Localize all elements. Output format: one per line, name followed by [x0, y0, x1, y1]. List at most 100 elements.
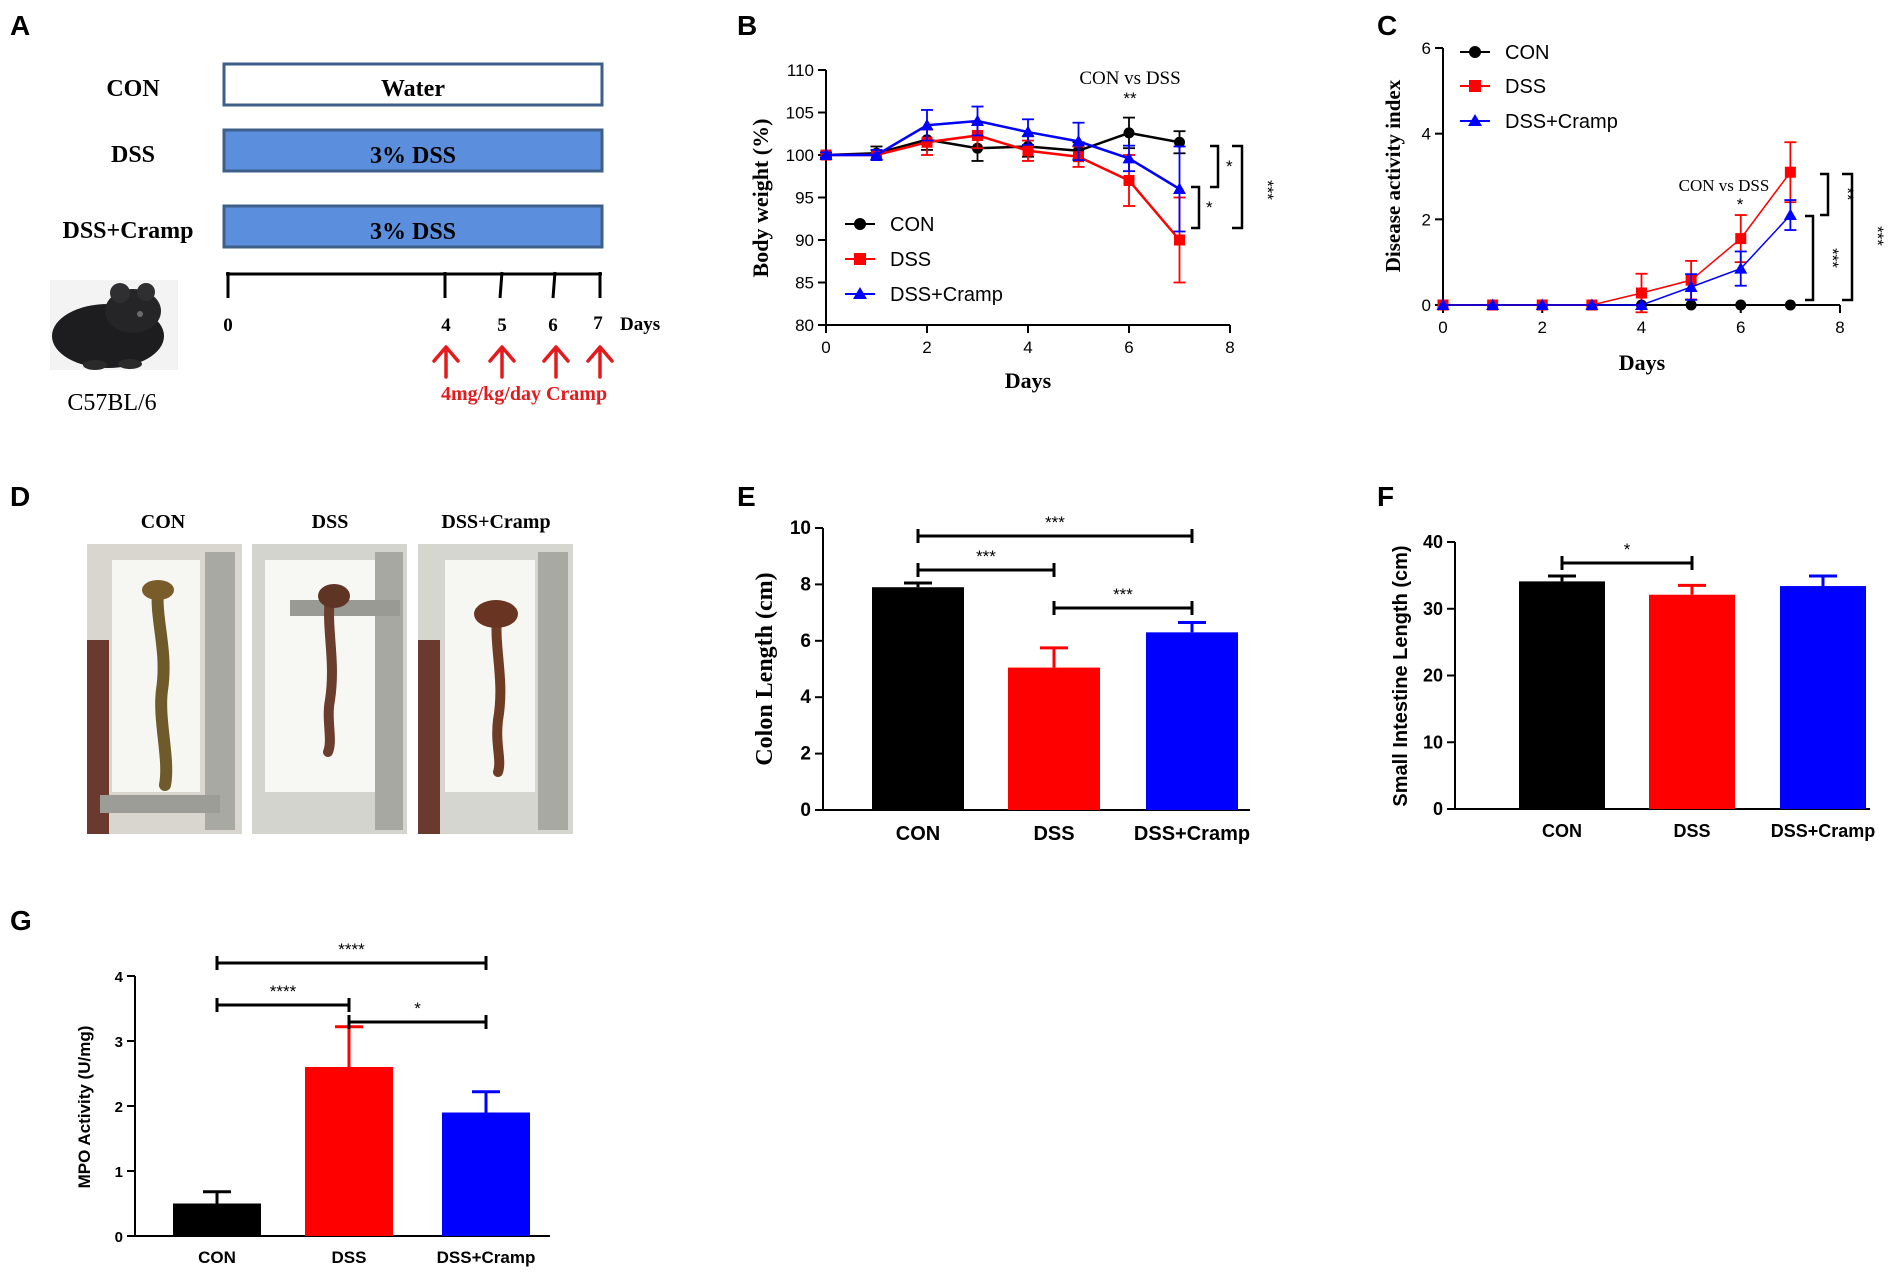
panel-e-y-label: Colon Length (cm) [752, 572, 778, 765]
panel-b-x-tick-label: 0 [821, 338, 830, 357]
panel-f-y-tick-label: 40 [1423, 532, 1443, 552]
treatment-label-cramp: 3% DSS [370, 219, 456, 245]
panel-g-sig-label: **** [338, 940, 365, 959]
panel-g-y-label: MPO Activity (U/mg) [75, 1026, 94, 1189]
panel-e-y-tick-label: 4 [800, 687, 811, 708]
panel-a: A CON Water DSS 3% DSS DSS+Cramp 3% DSS … [10, 10, 660, 416]
panel-c-x-tick-label: 8 [1835, 318, 1844, 337]
colon-photo-dss [252, 544, 407, 834]
panel-c-series-dss-cramp-line [1443, 214, 1791, 306]
panel-f-category-label-dss-cramp: DSS+Cramp [1771, 821, 1876, 841]
dose-arrow-day7 [586, 345, 614, 379]
panel-c-x-label: Days [1619, 350, 1666, 375]
group-label-con: CON [106, 76, 160, 102]
panel-f-y-tick-label: 10 [1423, 732, 1443, 752]
panel-c-y-label: Disease activity index [1381, 79, 1405, 272]
panel-e-sig-label: *** [1045, 513, 1065, 532]
panel-c-point-dss-cramp [1635, 298, 1648, 310]
panel-c-bracket-1-label: ** [1838, 187, 1857, 201]
panel-c-point-dss-cramp [1486, 298, 1500, 310]
panel-b-x-tick-label: 8 [1225, 338, 1234, 357]
panel-e-bar-dss [1008, 667, 1100, 810]
panel-e-sig-label: *** [1113, 585, 1133, 604]
panel-g-letter: G [10, 905, 32, 936]
panel-c-point-dss-cramp [1436, 298, 1450, 310]
panel-b-legend-label-cramp: DSS+Cramp [890, 284, 1003, 306]
panel-e-bar-con [872, 587, 964, 810]
panel-c-legend-label-dss: DSS [1505, 76, 1546, 98]
panel-d-letter: D [10, 481, 30, 512]
panel-b-legend: CON DSS DSS+Cramp [845, 214, 1003, 306]
dose-arrow-day5 [488, 345, 516, 379]
panel-b-x-tick-label: 2 [922, 338, 931, 357]
photo-label-dss: DSS [312, 511, 349, 533]
panel-c-point-con [1685, 299, 1697, 311]
panel-b-point-dss-cramp [1122, 151, 1136, 164]
treatment-label-con: Water [381, 76, 445, 102]
group-label-dss: DSS [111, 142, 155, 168]
panel-b-legend-marker-dss [854, 253, 866, 265]
panel-b-point-dss-cramp [971, 114, 984, 126]
colon-photo-con [87, 544, 242, 834]
panel-d: D CON DSS DSS+Cramp [10, 481, 573, 834]
panel-b: B Days Body weight (%) CON vs DSS ** * *… [737, 10, 1277, 393]
panel-b-x-tick-label: 6 [1124, 338, 1133, 357]
panel-c-point-dss-cramp [1783, 208, 1797, 221]
timeline-days-label: Days [620, 314, 660, 335]
treatment-label-dss: 3% DSS [370, 143, 456, 169]
panel-g-category-label-dss-cramp: DSS+Cramp [437, 1248, 536, 1267]
timeline-label-7: 7 [593, 313, 603, 334]
panel-f-category-label-dss: DSS [1673, 821, 1710, 841]
panel-c-point-dss [1784, 166, 1796, 178]
timeline-label-0: 0 [223, 315, 233, 336]
panel-g-y-tick-label: 2 [115, 1099, 123, 1116]
panel-b-series-dss-cramp-line [826, 119, 1181, 191]
panel-f-letter: F [1377, 481, 1394, 512]
panel-b-point-dss [1123, 175, 1135, 186]
timeline-label-4: 4 [441, 315, 451, 336]
panel-e-category-label-dss: DSS [1033, 823, 1074, 845]
panel-b-point-dss-cramp [819, 148, 833, 160]
panel-b-y-tick-label: 105 [786, 104, 814, 123]
timeline-label-6: 6 [548, 315, 558, 336]
panel-c-x-tick-label: 2 [1538, 318, 1547, 337]
panel-c-legend-marker-cramp [1468, 114, 1482, 126]
panel-e: E Colon Length (cm) 0 2 4 6 8 10 CON DSS DSS+Cra… [737, 481, 1250, 845]
panel-e-y-tick-label: 10 [790, 518, 811, 539]
panel-b-legend-marker-cramp [853, 287, 867, 299]
panel-b-bracket-1 [1210, 144, 1220, 189]
panel-f-bar-con [1519, 581, 1605, 809]
group-label-cramp: DSS+Cramp [62, 218, 193, 244]
treatment-bar-dss [222, 128, 604, 173]
panel-b-legend-label-dss: DSS [890, 249, 931, 271]
panel-c-y-tick-label: 2 [1422, 210, 1431, 229]
panel-g-category-label-dss: DSS [332, 1248, 367, 1267]
panel-c-point-dss-cramp [1535, 298, 1549, 310]
panel-c-bracket-3-label: *** [1868, 226, 1887, 246]
panel-b-bracket-3-label: *** [1258, 180, 1277, 200]
panel-c-point-dss-cramp [1734, 262, 1748, 274]
panel-c-point-con [1735, 299, 1747, 311]
panel-c-bracket-1 [1820, 172, 1830, 217]
panel-b-series-dss-line [826, 134, 1181, 241]
panel-b-y-tick-label: 95 [795, 189, 814, 208]
panel-b-point-dss-cramp [1173, 182, 1186, 194]
panel-c-legend-label-cramp: DSS+Cramp [1505, 111, 1618, 133]
panel-g-y-tick-label: 3 [115, 1034, 123, 1051]
panel-e-y-tick-label: 6 [800, 631, 811, 652]
panel-b-y-tick-label: 80 [795, 316, 814, 335]
panel-c: C Days Disease activity index CON vs DSS… [1377, 10, 1887, 375]
panel-f-sig-label: * [1624, 540, 1631, 559]
panel-c-point-con [1784, 299, 1796, 311]
panel-b-y-tick-label: 90 [795, 231, 814, 250]
mouse-image [50, 280, 178, 370]
panel-e-y-tick-label: 8 [800, 574, 811, 595]
panel-f-y-tick-label: 30 [1423, 599, 1443, 619]
panel-c-letter: C [1377, 10, 1397, 41]
panel-c-x-tick-label: 4 [1637, 318, 1646, 337]
panel-e-y-tick-label: 2 [800, 744, 811, 765]
panel-c-bracket-3 [1842, 172, 1854, 302]
panel-c-x-tick-label: 0 [1438, 318, 1447, 337]
panel-b-point-dss [1174, 234, 1185, 246]
